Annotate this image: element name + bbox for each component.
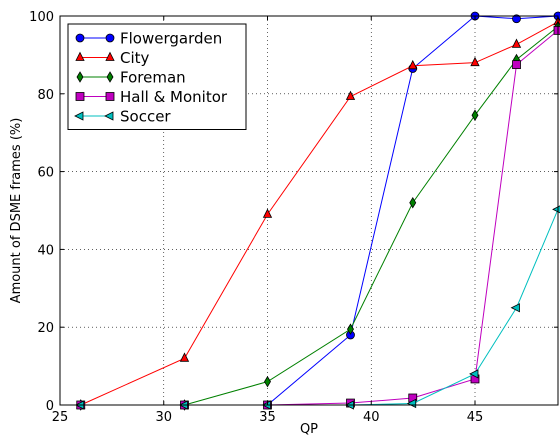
y-tick-label: 80	[37, 88, 54, 103]
legend-label: Hall & Monitor	[120, 88, 228, 106]
data-point	[262, 208, 273, 218]
data-point	[409, 196, 417, 209]
y-tick-label: 20	[37, 321, 54, 336]
data-point	[347, 323, 354, 335]
plot-frame	[59, 15, 559, 406]
legend-marker	[105, 51, 115, 61]
x-tick-label: 40	[363, 410, 380, 425]
data-point	[469, 369, 479, 379]
x-tick-label: 45	[467, 410, 484, 425]
legend-marker	[105, 92, 115, 101]
x-tick-label: 35	[259, 410, 276, 425]
data-point	[553, 25, 560, 35]
data-point	[408, 59, 418, 70]
y-tick-label: 100	[29, 10, 54, 25]
legend-entry: Hall & Monitor	[75, 88, 228, 106]
legend-marker	[104, 111, 114, 121]
legend-label: Foreman	[120, 69, 186, 87]
ticks: 25 30 35 40 45 0 20 40 60 80 100	[29, 10, 558, 425]
legend-entry: Flowergarden	[75, 30, 222, 48]
y-tick-label: 40	[37, 243, 54, 258]
data-point	[264, 375, 271, 388]
legend-marker	[106, 71, 114, 83]
data-point	[511, 38, 522, 48]
y-tick-label: 60	[37, 166, 54, 181]
legend-label: Soccer	[120, 108, 171, 126]
data-point	[470, 56, 480, 67]
legend-marker	[74, 111, 84, 121]
series-line	[80, 21, 559, 406]
series-soccer	[74, 205, 560, 410]
data-point	[512, 60, 521, 70]
grid	[60, 16, 558, 405]
data-point	[512, 14, 521, 24]
legend-marker	[105, 33, 115, 43]
series-line	[80, 209, 559, 406]
data-point	[179, 352, 190, 362]
legend-entry: Soccer	[74, 108, 171, 126]
legend-marker	[75, 51, 85, 61]
x-tick-label: 25	[52, 410, 69, 425]
data-point	[510, 303, 520, 313]
y-axis-label: Amount of DSME frames (%)	[9, 118, 24, 304]
legend-marker	[75, 33, 85, 43]
data-point	[345, 90, 356, 100]
legend-label: Flowergarden	[120, 30, 222, 48]
x-tick-label: 30	[155, 410, 172, 425]
y-tick-label: 0	[46, 399, 54, 414]
data-point	[471, 109, 479, 121]
legend-entry: City	[75, 49, 150, 67]
x-axis-label: QP	[300, 422, 318, 437]
series-line	[80, 26, 559, 406]
legend-marker	[75, 92, 85, 101]
legend-label: City	[120, 49, 150, 67]
legend-marker	[76, 71, 84, 83]
legend-entry: Foreman	[76, 69, 186, 87]
